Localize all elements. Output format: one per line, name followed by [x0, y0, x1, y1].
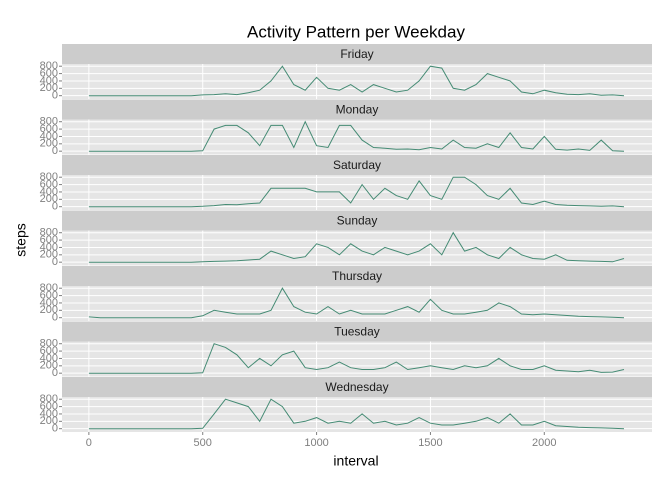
x-tick-label: 500	[194, 437, 212, 449]
y-tick-label: 600	[40, 67, 58, 79]
y-tick-label: 600	[40, 345, 58, 357]
y-tick-label: 200	[40, 304, 58, 316]
y-tick-label: 200	[40, 360, 58, 372]
y-tick-label: 200	[40, 82, 58, 94]
y-tick-label: 400	[40, 130, 58, 142]
y-tick-label: 600	[40, 178, 58, 190]
y-tick-label: 800	[40, 282, 58, 294]
y-tick-label: 0	[52, 201, 58, 213]
y-tick-label: 0	[52, 367, 58, 379]
data-line	[88, 120, 625, 152]
chart-title: Activity Pattern per Weekday	[247, 22, 465, 41]
y-tick-label: 800	[40, 227, 58, 239]
panel	[62, 286, 652, 321]
strip-label: Saturday	[333, 158, 381, 172]
y-tick-label: 800	[40, 171, 58, 183]
y-tick-label: 800	[40, 60, 58, 72]
strip	[62, 210, 652, 231]
y-tick-label: 200	[40, 415, 58, 427]
data-line	[88, 343, 625, 374]
y-tick-label: 400	[40, 408, 58, 420]
y-tick-label: 400	[40, 241, 58, 253]
data-line	[88, 231, 625, 263]
strip-label: Friday	[340, 47, 373, 61]
panel	[62, 397, 652, 432]
strip	[62, 99, 652, 120]
y-tick-label: 600	[40, 234, 58, 246]
y-tick-label: 800	[40, 338, 58, 350]
y-tick-label: 600	[40, 123, 58, 135]
strip	[62, 155, 652, 175]
y-tick-label: 400	[40, 186, 58, 198]
y-tick-label: 400	[40, 352, 58, 364]
strip-label: Sunday	[337, 214, 378, 228]
y-axis-label: steps	[13, 223, 29, 256]
y-tick-label: 600	[40, 400, 58, 412]
y-tick-label: 200	[40, 249, 58, 261]
strip	[62, 377, 652, 397]
strip-label: Wednesday	[325, 380, 388, 394]
strip-label: Tuesday	[334, 325, 380, 339]
data-line	[88, 287, 625, 319]
strip	[62, 321, 652, 342]
y-tick-label: 0	[52, 145, 58, 157]
strip-label: Monday	[336, 103, 379, 117]
y-tick-label: 200	[40, 138, 58, 150]
panel	[62, 119, 652, 155]
data-line	[88, 65, 625, 97]
panel	[62, 64, 652, 99]
y-tick-label: 200	[40, 193, 58, 205]
data-line	[88, 176, 625, 208]
data-line	[88, 398, 625, 430]
strip	[62, 44, 652, 64]
panel	[62, 341, 652, 377]
x-tick-label: 1000	[304, 437, 328, 449]
strip-label: Thursday	[332, 269, 382, 283]
strip	[62, 266, 652, 286]
y-tick-label: 0	[52, 423, 58, 435]
x-tick-label: 0	[86, 437, 92, 449]
y-tick-label: 400	[40, 75, 58, 87]
y-tick-label: 0	[52, 256, 58, 268]
y-tick-label: 800	[40, 116, 58, 128]
y-tick-label: 600	[40, 289, 58, 301]
x-tick-label: 1500	[418, 437, 442, 449]
y-tick-label: 800	[40, 393, 58, 405]
x-axis-label: interval	[333, 453, 378, 469]
x-tick-label: 2000	[532, 437, 556, 449]
y-tick-label: 400	[40, 297, 58, 309]
y-tick-label: 0	[52, 90, 58, 102]
y-tick-label: 0	[52, 312, 58, 324]
